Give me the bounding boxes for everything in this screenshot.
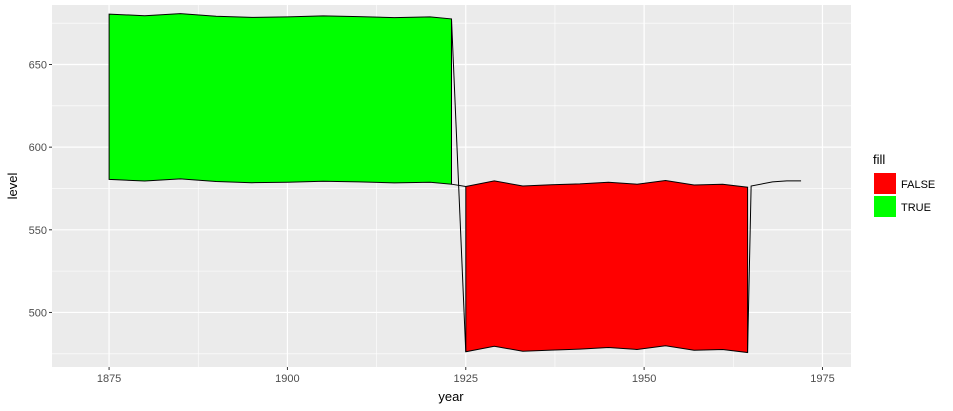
x-tick-label: 1925 <box>454 373 478 385</box>
x-axis-title: year <box>438 389 464 404</box>
legend-label-false: FALSE <box>901 179 935 191</box>
y-tick-label: 600 <box>29 142 47 154</box>
x-tick-label: 1975 <box>810 373 834 385</box>
tail-line <box>747 180 802 353</box>
x-axis: 1875 1900 1925 1950 1975 <box>97 367 835 385</box>
ribbon-true <box>108 13 452 185</box>
legend: fill FALSE TRUE <box>873 152 935 217</box>
y-tick-label: 500 <box>29 307 47 319</box>
legend-key-false <box>874 173 896 194</box>
legend-label-true: TRUE <box>901 202 931 214</box>
y-tick-label: 650 <box>29 60 47 72</box>
y-axis-title: level <box>5 173 20 200</box>
x-tick-label: 1875 <box>97 373 121 385</box>
legend-title: fill <box>873 152 885 167</box>
y-axis: 500 550 600 650 <box>29 60 52 319</box>
x-tick-label: 1950 <box>632 373 656 385</box>
chart-marks <box>108 13 802 354</box>
ribbon-false <box>465 179 749 354</box>
y-tick-label: 550 <box>29 225 47 237</box>
connector-line <box>451 183 466 187</box>
legend-key-true <box>874 196 896 217</box>
x-tick-label: 1900 <box>275 373 299 385</box>
